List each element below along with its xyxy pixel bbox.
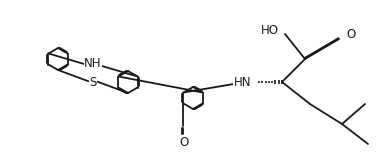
Text: NH: NH xyxy=(84,57,102,69)
Text: HO: HO xyxy=(261,24,279,36)
Text: S: S xyxy=(89,76,97,89)
Text: O: O xyxy=(346,28,355,41)
Text: O: O xyxy=(180,136,189,150)
Text: HN: HN xyxy=(233,75,251,89)
